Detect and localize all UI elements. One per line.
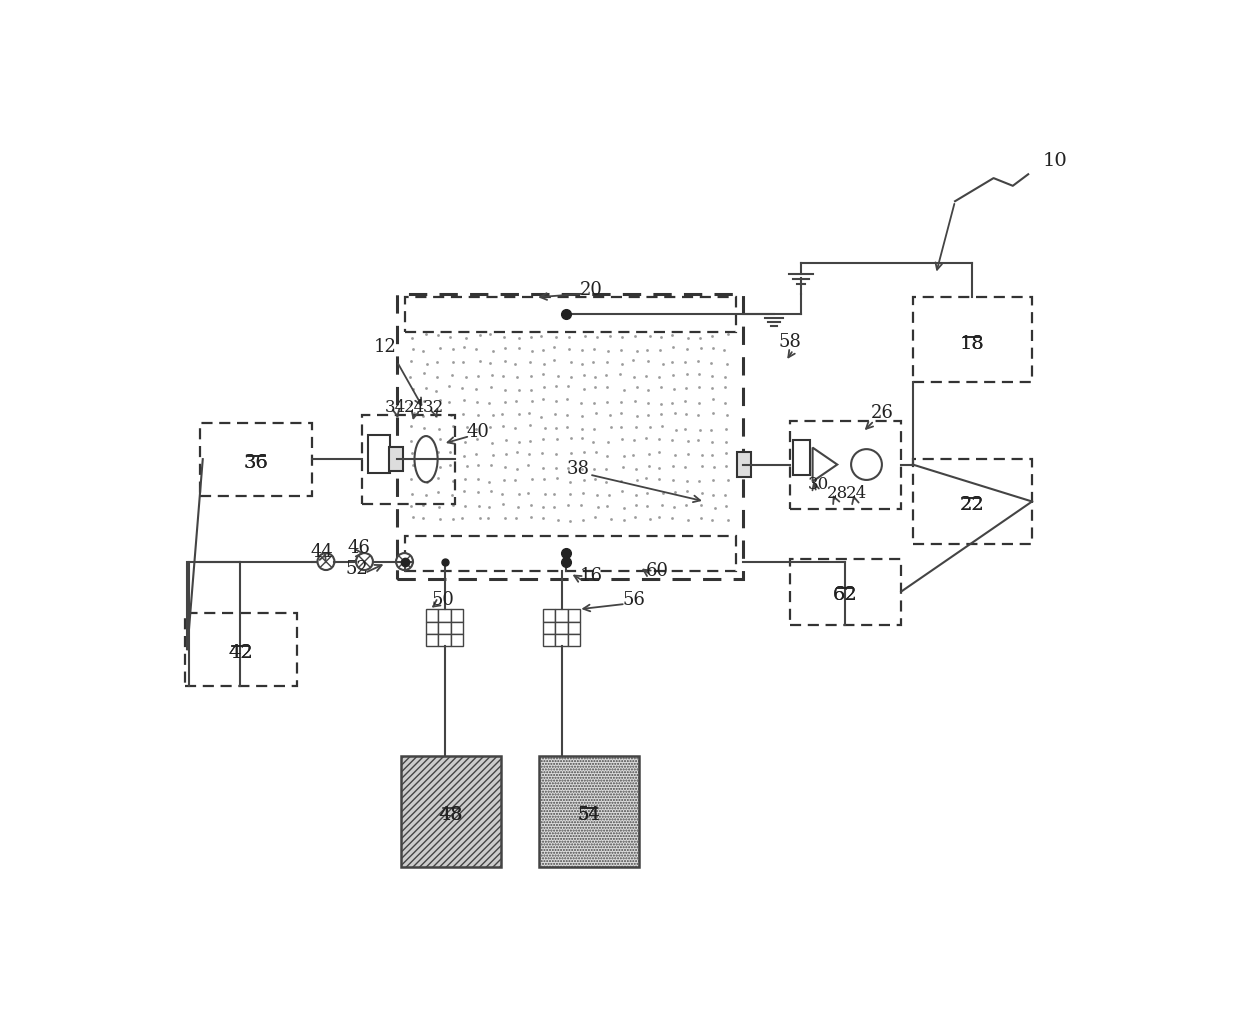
Bar bbox=[439, 610, 450, 622]
Text: 28: 28 bbox=[827, 485, 848, 502]
Bar bbox=[556, 610, 568, 622]
Bar bbox=[427, 634, 439, 646]
Text: 58: 58 bbox=[777, 333, 801, 351]
Text: 36: 36 bbox=[243, 454, 268, 472]
Bar bbox=[362, 415, 455, 504]
Text: 38: 38 bbox=[567, 461, 589, 478]
Circle shape bbox=[396, 553, 413, 570]
Bar bbox=[543, 622, 556, 634]
Bar bbox=[185, 613, 296, 686]
Text: 18: 18 bbox=[960, 334, 985, 353]
Text: 10: 10 bbox=[1043, 152, 1068, 170]
Text: 52: 52 bbox=[346, 560, 368, 579]
Bar bbox=[450, 610, 463, 622]
Bar bbox=[427, 622, 439, 634]
Text: 40: 40 bbox=[466, 423, 489, 441]
Bar bbox=[201, 423, 312, 496]
Bar bbox=[450, 622, 463, 634]
Text: 30: 30 bbox=[808, 476, 830, 493]
Text: 12: 12 bbox=[373, 338, 397, 356]
Text: 44: 44 bbox=[311, 543, 334, 561]
Text: 20: 20 bbox=[580, 280, 603, 299]
Polygon shape bbox=[812, 447, 837, 481]
Bar bbox=[737, 452, 751, 477]
Text: 62: 62 bbox=[832, 587, 857, 604]
Text: 56: 56 bbox=[622, 591, 645, 609]
Text: 16: 16 bbox=[579, 567, 603, 585]
Circle shape bbox=[317, 553, 335, 570]
Text: 22: 22 bbox=[960, 497, 985, 514]
Text: 46: 46 bbox=[347, 538, 371, 557]
Text: 36: 36 bbox=[243, 454, 268, 472]
Text: 42: 42 bbox=[228, 644, 253, 662]
Text: 54: 54 bbox=[578, 806, 600, 824]
Ellipse shape bbox=[414, 436, 438, 482]
Text: 26: 26 bbox=[870, 404, 893, 422]
Bar bbox=[568, 610, 580, 622]
Text: 32: 32 bbox=[423, 400, 444, 416]
Text: 34: 34 bbox=[384, 400, 405, 416]
Text: 24: 24 bbox=[846, 485, 867, 502]
Text: 60: 60 bbox=[646, 562, 668, 580]
Bar bbox=[568, 634, 580, 646]
Bar bbox=[790, 420, 901, 509]
Bar bbox=[543, 634, 556, 646]
Circle shape bbox=[851, 449, 882, 480]
Text: 50: 50 bbox=[432, 591, 454, 609]
Bar bbox=[568, 622, 580, 634]
Bar bbox=[556, 622, 568, 634]
Bar bbox=[543, 610, 556, 622]
Bar bbox=[790, 559, 901, 625]
Text: 48: 48 bbox=[438, 806, 463, 824]
Bar bbox=[427, 610, 439, 622]
Text: 54: 54 bbox=[578, 806, 600, 824]
Bar bbox=[539, 756, 640, 867]
Text: 18: 18 bbox=[960, 334, 985, 353]
Bar bbox=[389, 447, 403, 472]
Bar bbox=[450, 634, 463, 646]
Bar bbox=[913, 297, 1032, 382]
Bar bbox=[913, 460, 1032, 543]
Bar bbox=[368, 435, 389, 473]
Text: 22: 22 bbox=[960, 497, 985, 514]
Text: 42: 42 bbox=[228, 644, 253, 662]
Bar bbox=[397, 294, 743, 579]
Text: 48: 48 bbox=[439, 806, 463, 824]
Bar bbox=[439, 622, 450, 634]
Bar bbox=[404, 297, 735, 332]
Bar bbox=[556, 634, 568, 646]
Text: 24: 24 bbox=[404, 400, 425, 416]
Text: 62: 62 bbox=[832, 587, 857, 604]
Bar bbox=[794, 440, 810, 475]
Bar bbox=[401, 756, 501, 867]
Bar bbox=[439, 634, 450, 646]
Circle shape bbox=[356, 553, 373, 570]
Bar bbox=[404, 536, 735, 570]
